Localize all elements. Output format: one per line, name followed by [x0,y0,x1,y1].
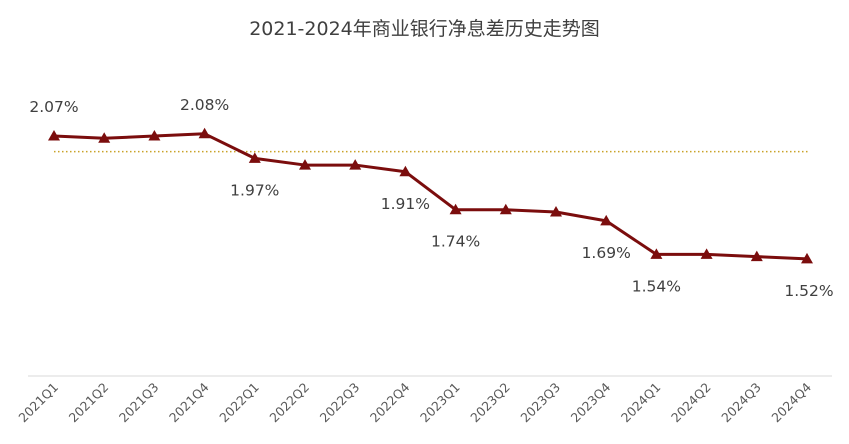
data-point-marker [399,165,412,177]
data-point-marker [499,203,512,215]
data-label: 1.69% [582,244,631,262]
data-label: 1.54% [632,277,681,295]
data-label: 1.97% [230,181,279,199]
x-tick-label: 2023Q4 [568,379,614,425]
x-tick-label: 2023Q2 [467,380,513,426]
data-point-marker [700,248,713,259]
x-tick-label: 2023Q1 [417,380,463,426]
data-label: 1.74% [431,233,480,251]
data-point-marker [449,203,462,215]
x-tick-label: 2021Q4 [166,379,212,425]
x-tick-label: 2021Q2 [66,380,112,426]
x-tick-label: 2022Q2 [266,380,312,426]
x-tick-label: 2022Q1 [216,380,262,426]
data-label: 1.52% [784,282,833,300]
x-tick-label: 2024Q3 [718,380,764,426]
data-point-marker [299,159,311,170]
x-tick-label: 2022Q3 [317,380,363,426]
data-label: 2.07% [29,98,78,116]
data-point-marker [98,132,111,143]
x-tick-label: 2021Q3 [116,380,162,426]
series-line [53,132,808,261]
data-label: 2.08% [180,96,229,114]
x-tick-label: 2024Q1 [618,380,664,426]
data-point-marker [650,248,663,259]
x-tick-label: 2024Q4 [768,379,814,425]
data-point-marker [349,159,362,170]
data-point-marker [198,127,211,139]
data-point-marker [801,252,813,264]
data-point-marker [48,130,60,141]
x-tick-label: 2022Q4 [367,379,413,425]
data-point-marker [550,205,562,217]
x-tick-label: 2023Q3 [517,380,563,426]
data-point-marker [600,214,613,226]
x-tick-label: 2021Q1 [15,380,61,426]
data-point-marker [750,250,763,262]
data-point-marker [148,130,161,141]
data-label: 1.91% [381,195,430,213]
chart-title: 2021-2024年商业银行净息差历史走势图 [249,18,600,40]
x-tick-label: 2024Q2 [668,380,714,426]
data-point-marker [248,152,261,163]
